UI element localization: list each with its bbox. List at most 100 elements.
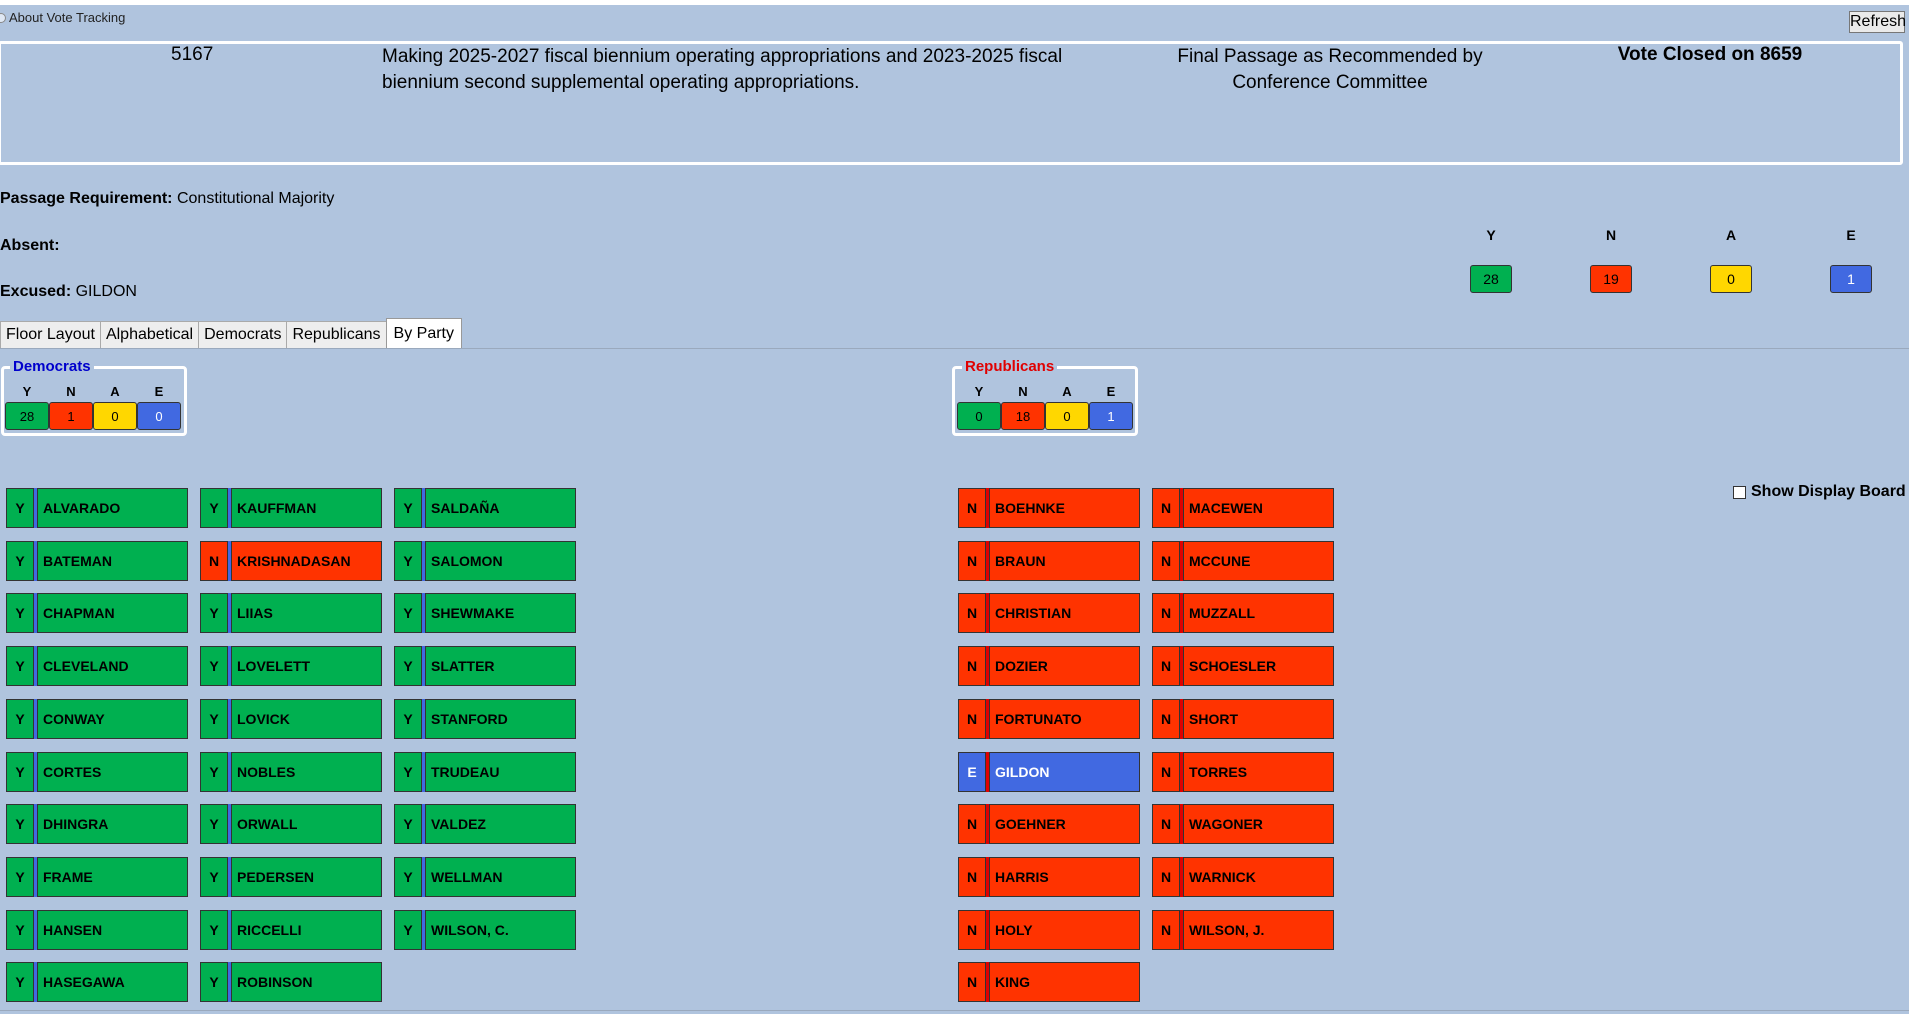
member-name: SLATTER (425, 646, 576, 686)
member-vote: N (958, 541, 986, 581)
member-tile: N MACEWEN (1152, 488, 1334, 528)
party-color-strip (1180, 804, 1183, 844)
party-color-strip (34, 593, 37, 633)
vote-status: Vote Closed on 8659 (1617, 44, 1803, 65)
tab-by-party[interactable]: By Party (385, 318, 462, 348)
bill-number: 5167 (171, 44, 214, 65)
member-name: PEDERSEN (231, 857, 382, 897)
party-color-strip (228, 910, 231, 950)
member-tile: Y HASEGAWA (6, 962, 188, 1002)
total-absent-label: A (1725, 227, 1737, 243)
member-tile: N HOLY (958, 910, 1140, 950)
party-color-strip (986, 593, 989, 633)
party-color-strip (34, 910, 37, 950)
member-tile: Y RICCELLI (200, 910, 382, 950)
rep-nay-count: 18 (1001, 402, 1045, 430)
member-tile: N BOEHNKE (958, 488, 1140, 528)
total-nay-count: 19 (1590, 265, 1632, 293)
party-color-strip (986, 541, 989, 581)
party-color-strip (986, 962, 989, 1002)
member-vote: N (958, 804, 986, 844)
republicans-title: Republicans (962, 358, 1058, 375)
show-display-board[interactable]: Show Display Board (1733, 483, 1906, 501)
member-vote: Y (394, 752, 422, 792)
tab-floor-layout[interactable]: Floor Layout (0, 321, 101, 348)
member-name: SHEWMAKE (425, 593, 576, 633)
total-yea-count: 28 (1470, 265, 1512, 293)
member-name: HARRIS (989, 857, 1140, 897)
member-name: ALVARADO (37, 488, 188, 528)
party-color-strip (986, 752, 989, 792)
dem-nay-count: 1 (49, 402, 93, 430)
member-name: MUZZALL (1183, 593, 1334, 633)
dem-yea-label: Y (22, 384, 32, 399)
rep-yea-label: Y (974, 384, 984, 399)
member-name: STANFORD (425, 699, 576, 739)
member-vote: Y (200, 857, 228, 897)
member-name: BOEHNKE (989, 488, 1140, 528)
dem-excused-label: E (154, 384, 164, 399)
passage-value: Constitutional Majority (176, 190, 335, 207)
member-name: CHRISTIAN (989, 593, 1140, 633)
party-color-strip (34, 857, 37, 897)
member-name: FRAME (37, 857, 188, 897)
party-color-strip (422, 804, 425, 844)
rep-excused-label: E (1106, 384, 1116, 399)
member-tile: N MCCUNE (1152, 541, 1334, 581)
member-name: DHINGRA (37, 804, 188, 844)
member-name: LOVICK (231, 699, 382, 739)
member-tile: N DOZIER (958, 646, 1140, 686)
member-vote: Y (394, 910, 422, 950)
member-vote: N (1152, 488, 1180, 528)
tab-panel-bottom-border (0, 1010, 1909, 1011)
member-vote: Y (6, 699, 34, 739)
member-vote: Y (6, 593, 34, 633)
party-color-strip (422, 752, 425, 792)
member-vote: Y (6, 857, 34, 897)
tab-panel-border (0, 348, 1909, 349)
democrats-summary (1, 366, 187, 436)
tab-republicans[interactable]: Republicans (286, 321, 387, 348)
member-tile: N KING (958, 962, 1140, 1002)
member-vote: N (1152, 910, 1180, 950)
member-name: ORWALL (231, 804, 382, 844)
member-vote: Y (394, 857, 422, 897)
member-tile: Y TRUDEAU (394, 752, 576, 792)
refresh-button[interactable]: Refresh (1849, 11, 1906, 33)
tab-democrats[interactable]: Democrats (198, 321, 288, 348)
party-color-strip (422, 488, 425, 528)
member-tile: Y FRAME (6, 857, 188, 897)
member-name: TRUDEAU (425, 752, 576, 792)
member-vote: Y (200, 593, 228, 633)
party-color-strip (228, 699, 231, 739)
member-vote: N (958, 962, 986, 1002)
member-tile: N WILSON, J. (1152, 910, 1334, 950)
member-name: DOZIER (989, 646, 1140, 686)
member-tile: Y PEDERSEN (200, 857, 382, 897)
member-name: CLEVELAND (37, 646, 188, 686)
member-name: GILDON (989, 752, 1140, 792)
tab-alphabetical[interactable]: Alphabetical (99, 321, 200, 348)
member-vote: N (1152, 699, 1180, 739)
member-name: SCHOESLER (1183, 646, 1334, 686)
member-name: HANSEN (37, 910, 188, 950)
member-name: NOBLES (231, 752, 382, 792)
member-tile: N FORTUNATO (958, 699, 1140, 739)
member-vote: Y (6, 752, 34, 792)
total-yea-label: Y (1486, 227, 1496, 243)
party-color-strip (34, 488, 37, 528)
member-name: CONWAY (37, 699, 188, 739)
show-display-board-checkbox[interactable] (1733, 485, 1746, 499)
party-color-strip (228, 857, 231, 897)
member-vote: N (958, 593, 986, 633)
passage-requirement: Passage Requirement: Constitutional Majo… (0, 190, 334, 208)
member-vote: Y (200, 752, 228, 792)
party-color-strip (1180, 752, 1183, 792)
party-color-strip (422, 646, 425, 686)
about-link[interactable]: About Vote Tracking (0, 10, 125, 25)
member-vote: Y (394, 488, 422, 528)
member-tile: Y CLEVELAND (6, 646, 188, 686)
member-vote: Y (394, 593, 422, 633)
total-excused-count: 1 (1830, 265, 1872, 293)
member-vote: Y (394, 699, 422, 739)
